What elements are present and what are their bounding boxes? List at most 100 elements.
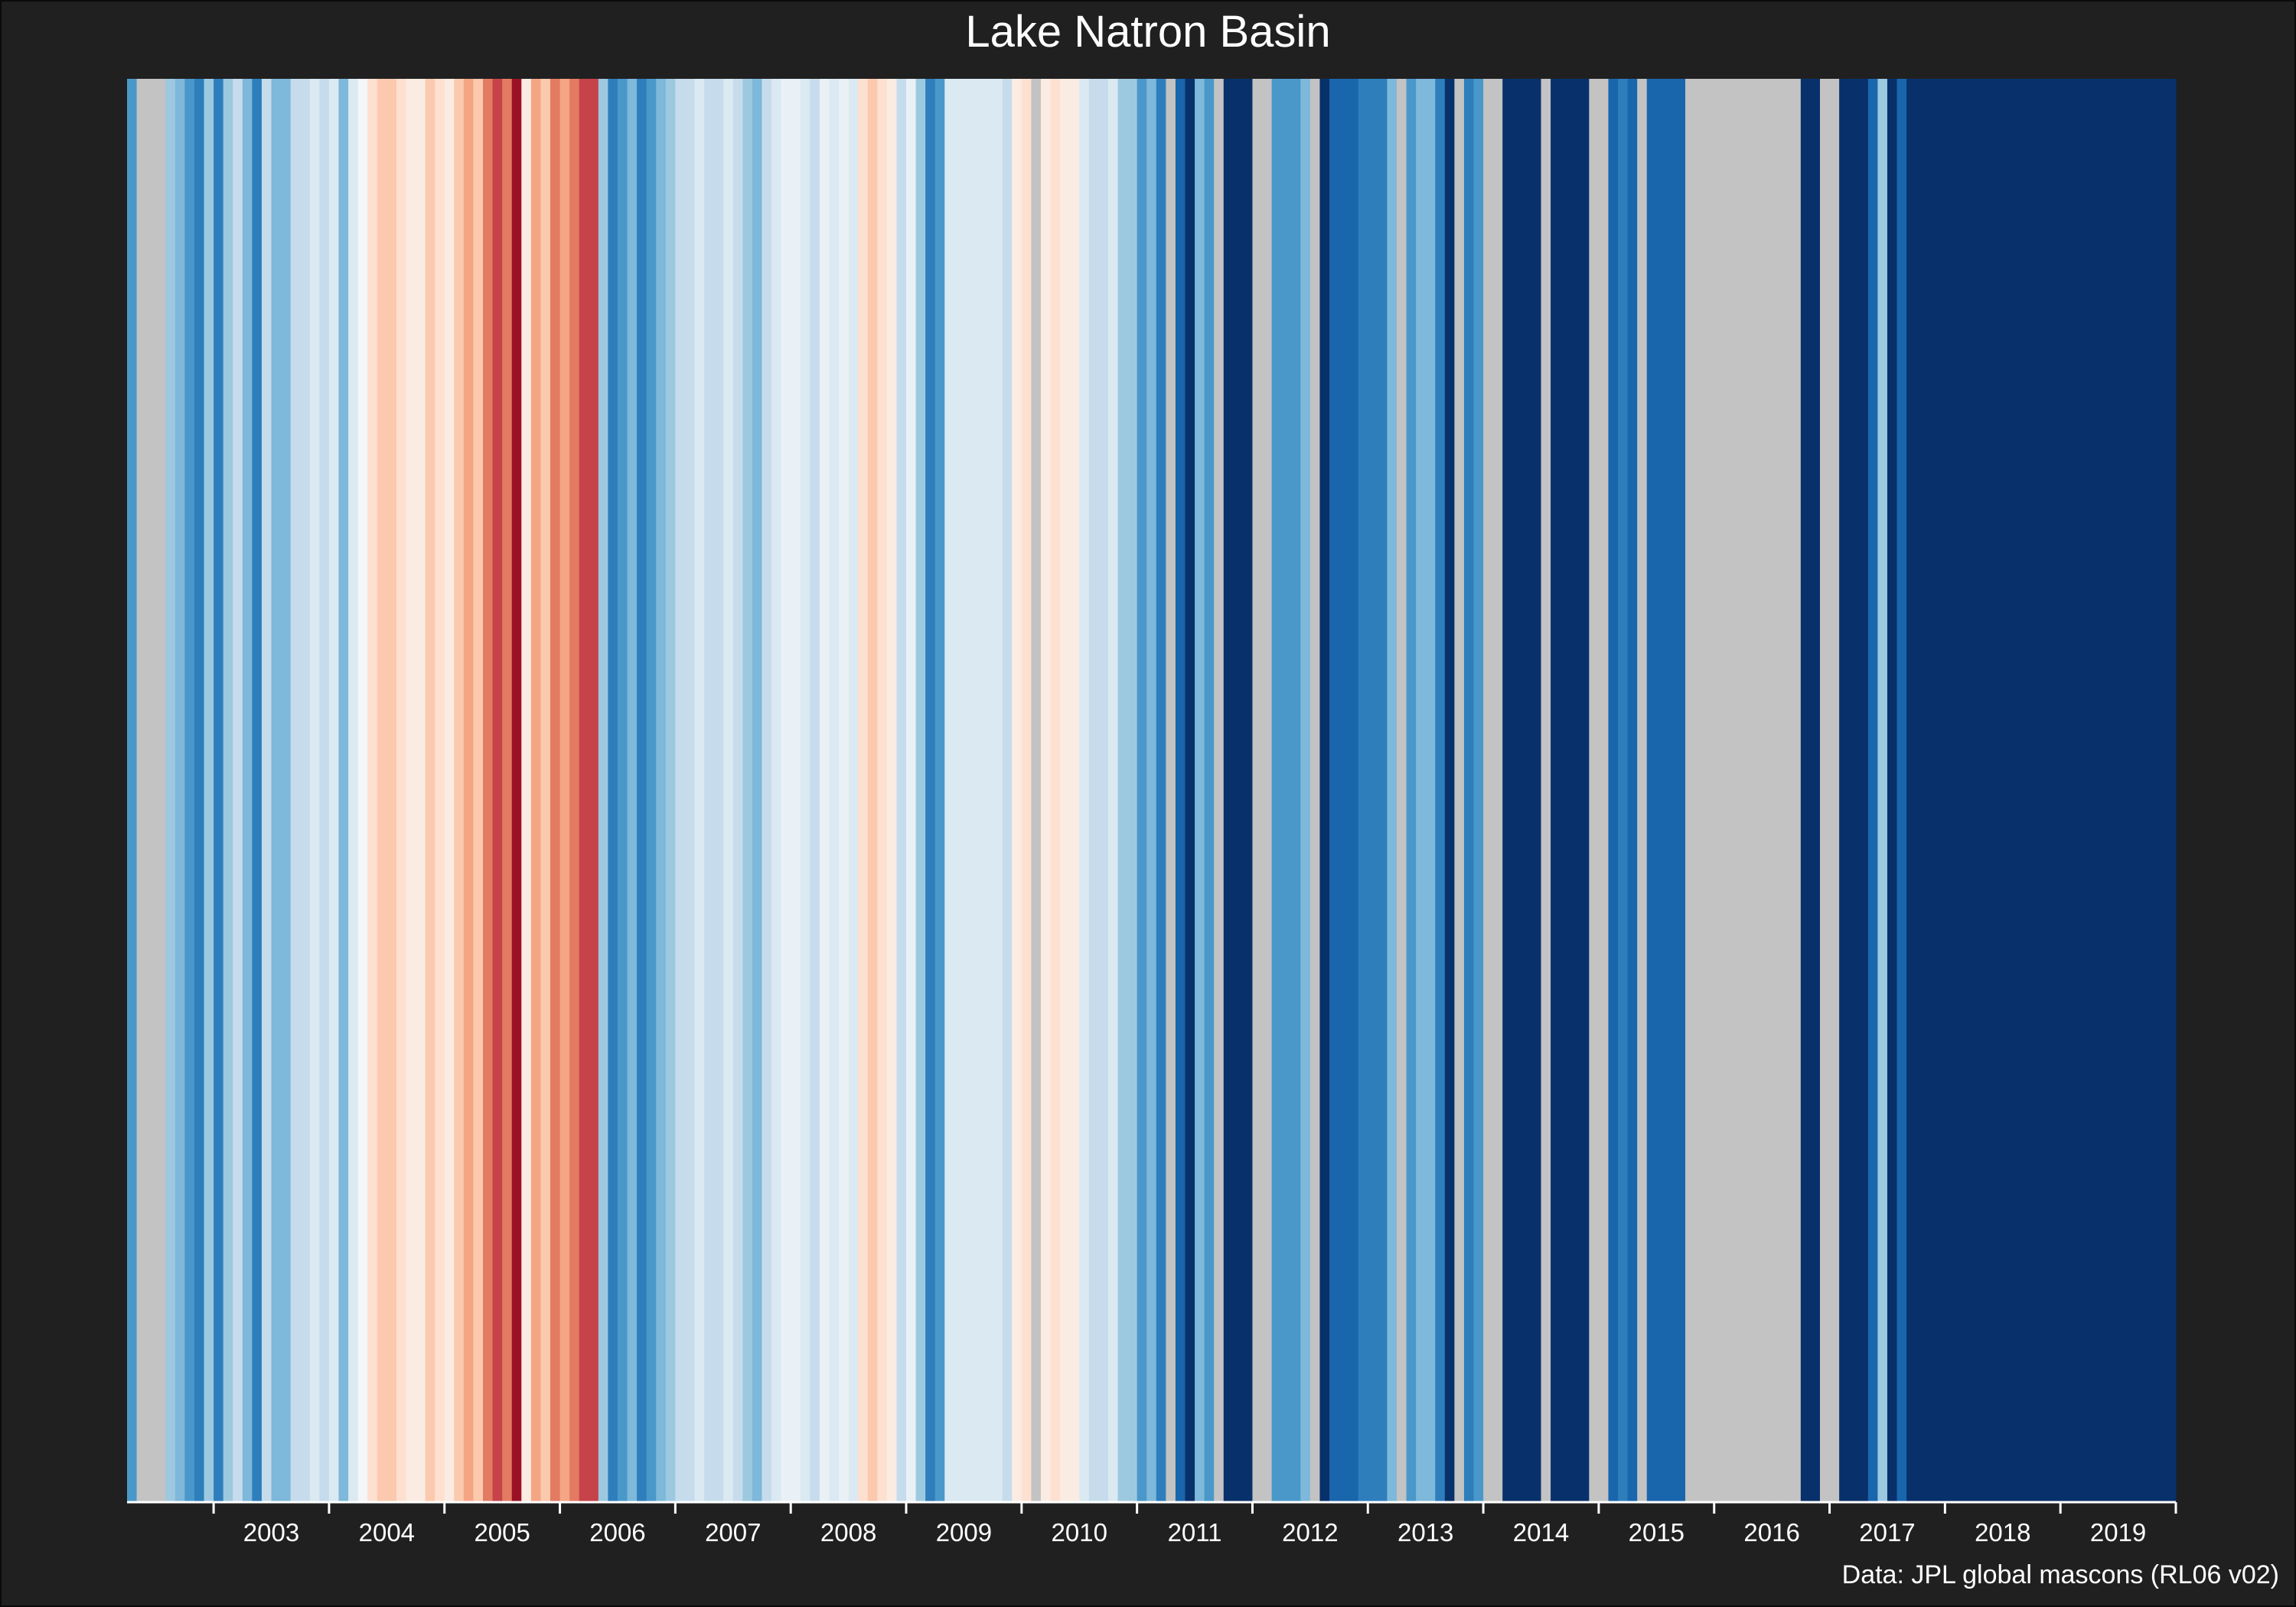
stripe [1926,79,1936,1501]
stripe [1195,79,1205,1501]
stripe [214,79,224,1501]
stripe [1107,79,1119,1501]
stripe [1252,79,1263,1501]
stripe [165,79,176,1501]
stripe [1704,79,1715,1501]
stripe [771,79,782,1501]
stripe [1791,79,1802,1501]
stripe [1637,79,1648,1501]
stripe [136,79,147,1501]
stripe [627,79,638,1501]
stripe [1714,79,1724,1501]
stripe [386,79,397,1501]
stripe [319,79,330,1501]
stripe [598,79,609,1501]
x-tick-label: 2013 [1397,1518,1453,1547]
stripe [348,79,359,1501]
stripe [454,79,465,1501]
stripe [867,79,878,1501]
stripe [1781,79,1792,1501]
stripe [1492,79,1503,1501]
stripe [1656,79,1667,1501]
stripe [1733,79,1744,1501]
stripe [944,79,955,1501]
stripe [1810,79,1821,1501]
stripe [915,79,926,1501]
stripe [1829,79,1840,1501]
stripe [2050,79,2061,1501]
stripe [694,79,705,1501]
stripe [2108,79,2119,1501]
x-tick-label: 2018 [1975,1518,2030,1547]
stripe [1983,79,1994,1501]
stripe [589,79,599,1501]
stripe [858,79,869,1501]
stripe [1463,79,1475,1501]
stripe [1675,79,1686,1501]
x-tick-label: 2017 [1859,1518,1915,1547]
stripe [2099,79,2109,1501]
stripe [579,79,589,1501]
stripe [242,79,253,1501]
stripe [1954,79,1965,1501]
stripe [791,79,801,1501]
stripe [1906,79,1917,1501]
stripe [406,79,416,1501]
stripe [252,79,263,1501]
stripe [1974,79,1985,1501]
stripe [829,79,840,1501]
stripe [2079,79,2090,1501]
stripe [1127,79,1138,1501]
stripe [174,79,186,1501]
stripe [1050,79,1061,1501]
stripe [425,79,435,1501]
stripe [1079,79,1090,1501]
stripe [444,79,455,1501]
stripe [1964,79,1975,1501]
stripe [1800,79,1812,1501]
stripe [819,79,830,1501]
stripe [1012,79,1022,1501]
stripe [1281,79,1292,1501]
stripe [1204,79,1215,1501]
x-tick-label: 2012 [1282,1518,1338,1547]
stripe [1483,79,1494,1501]
stripe [1040,79,1052,1501]
stripe [1214,79,1225,1501]
stripe [281,79,292,1501]
stripe [309,79,320,1501]
stripe [223,79,233,1501]
stripe [1887,79,1898,1501]
stripe [1579,79,1590,1501]
stripe [233,79,243,1501]
stripe [416,79,426,1501]
stripe [377,79,387,1501]
stripe [1945,79,1955,1501]
stripe [656,79,667,1501]
stripe [993,79,1003,1501]
stripe [1819,79,1831,1501]
stripe [1502,79,1513,1501]
stripe [1877,79,1888,1501]
stripe [1021,79,1032,1501]
stripe [665,79,676,1501]
stripe [2041,79,2052,1501]
stripe [550,79,561,1501]
stripe [1387,79,1397,1501]
stripe [1233,79,1244,1501]
stripe [492,79,503,1501]
stripe [1271,79,1282,1501]
stripe [973,79,984,1501]
x-tick-label: 2007 [705,1518,761,1547]
stripe [1349,79,1359,1501]
stripe [290,79,301,1501]
stripe [1762,79,1773,1501]
stripe [1512,79,1522,1501]
x-tick-label: 2010 [1052,1518,1107,1547]
stripe [357,79,368,1501]
stripe [1848,79,1859,1501]
stripe [2012,79,2023,1501]
stripe [2156,79,2167,1501]
stripe [146,79,157,1501]
stripe [2021,79,2033,1501]
